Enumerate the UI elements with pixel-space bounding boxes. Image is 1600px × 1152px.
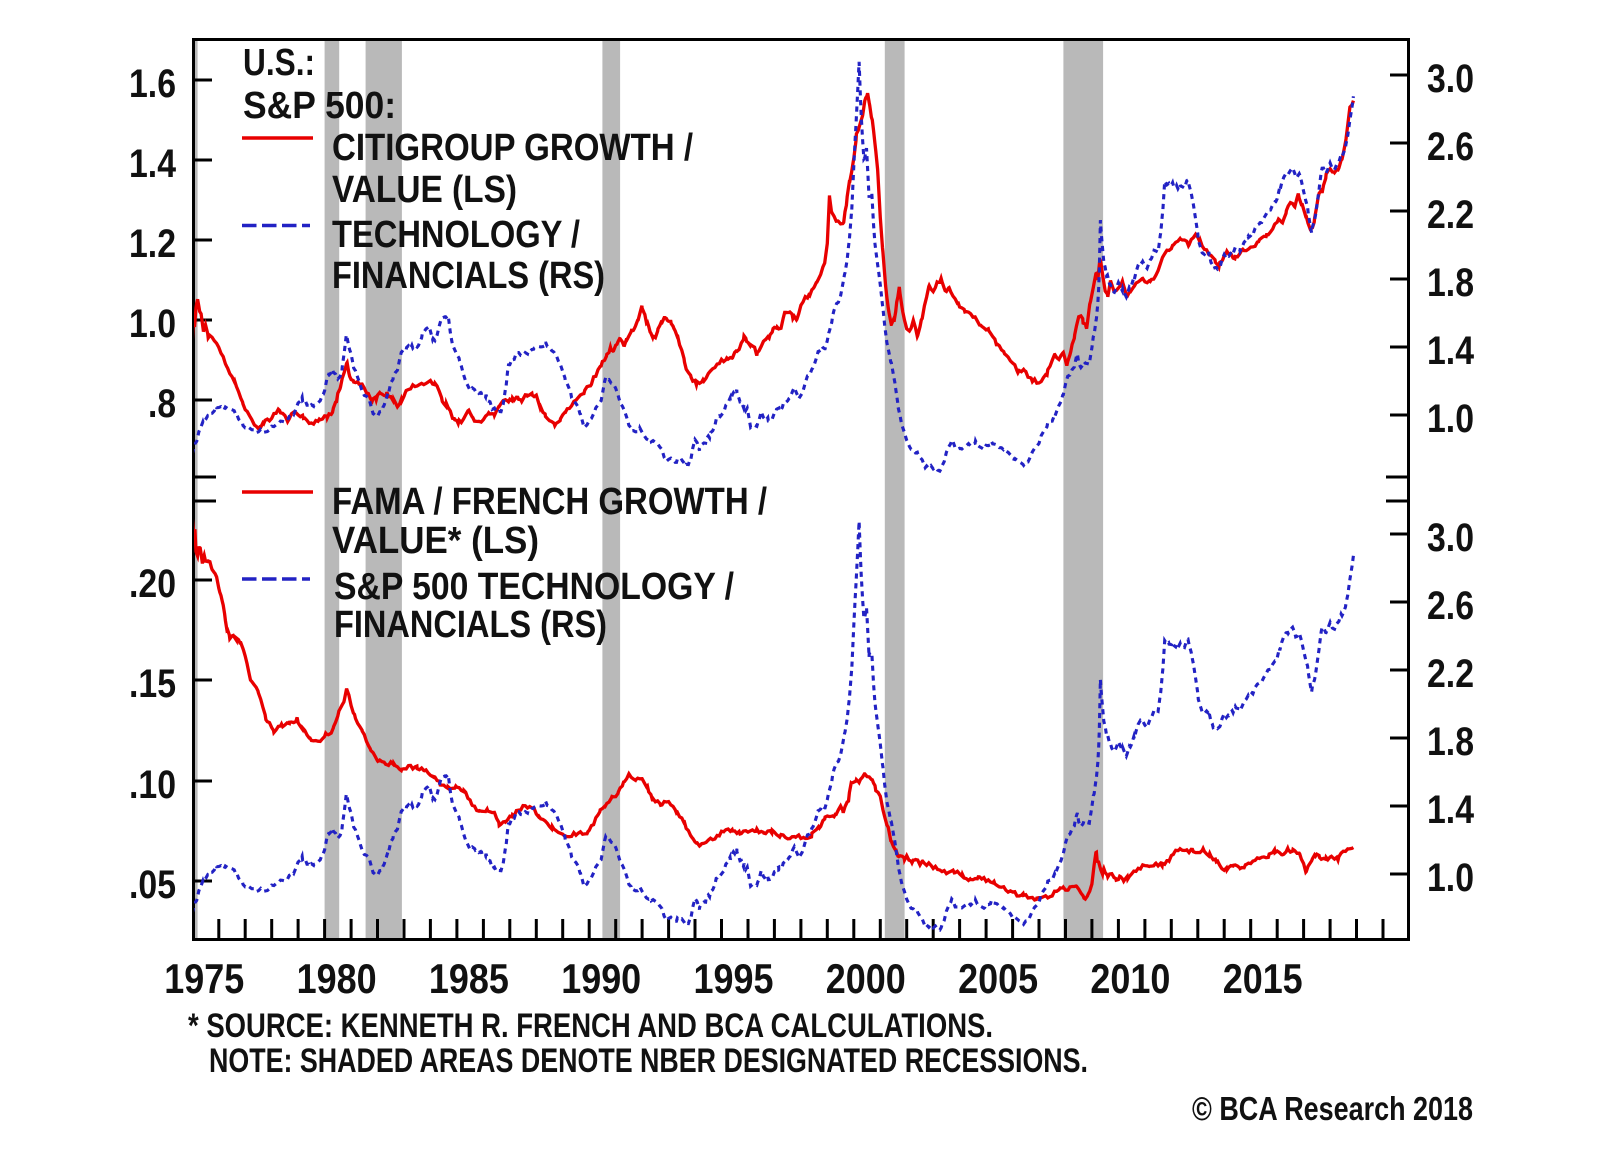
svg-text:2.2: 2.2 [1427, 652, 1474, 696]
svg-text:S&P 500 TECHNOLOGY /: S&P 500 TECHNOLOGY / [334, 566, 734, 608]
svg-text:1.2: 1.2 [129, 222, 176, 266]
svg-text:.20: .20 [129, 562, 176, 606]
svg-text:S&P 500:: S&P 500: [243, 85, 396, 127]
svg-text:1.8: 1.8 [1427, 261, 1474, 305]
svg-text:.10: .10 [129, 763, 176, 807]
svg-text:FAMA / FRENCH GROWTH /: FAMA / FRENCH GROWTH / [332, 481, 767, 523]
svg-text:1.4: 1.4 [1427, 329, 1475, 373]
svg-text:1.0: 1.0 [129, 302, 176, 346]
svg-text:FINANCIALS (RS): FINANCIALS (RS) [334, 604, 607, 646]
svg-text:TECHNOLOGY /: TECHNOLOGY / [332, 214, 580, 256]
svg-text:1.6: 1.6 [129, 62, 176, 106]
svg-text:1.4: 1.4 [129, 142, 177, 186]
svg-text:1.0: 1.0 [1427, 397, 1474, 441]
svg-text:FINANCIALS (RS): FINANCIALS (RS) [332, 255, 605, 297]
svg-text:U.S.:: U.S.: [243, 42, 315, 84]
svg-text:2015: 2015 [1223, 955, 1303, 1002]
svg-text:1995: 1995 [694, 955, 774, 1002]
svg-text:3.0: 3.0 [1427, 516, 1474, 560]
svg-text:1980: 1980 [297, 955, 377, 1002]
svg-text:VALUE* (LS): VALUE* (LS) [332, 520, 539, 562]
svg-text:3.0: 3.0 [1427, 57, 1474, 101]
svg-text:© BCA Research 2018: © BCA Research 2018 [1192, 1090, 1473, 1127]
svg-text:CITIGROUP GROWTH /: CITIGROUP GROWTH / [332, 127, 693, 169]
svg-text:.15: .15 [129, 662, 176, 706]
svg-text:1.4: 1.4 [1427, 788, 1475, 832]
svg-text:1975: 1975 [164, 955, 244, 1002]
svg-text:2005: 2005 [958, 955, 1038, 1002]
svg-text:* SOURCE: KENNETH R. FRENCH AN: * SOURCE: KENNETH R. FRENCH AND BCA CALC… [188, 1007, 993, 1045]
svg-text:VALUE (LS): VALUE (LS) [332, 169, 517, 211]
svg-text:NOTE: SHADED AREAS DENOTE NBER: NOTE: SHADED AREAS DENOTE NBER DESIGNATE… [209, 1042, 1088, 1080]
svg-text:2.6: 2.6 [1427, 125, 1474, 169]
svg-text:2000: 2000 [826, 955, 906, 1002]
svg-text:2.6: 2.6 [1427, 584, 1474, 628]
svg-text:1.8: 1.8 [1427, 720, 1474, 764]
svg-text:1.0: 1.0 [1427, 856, 1474, 900]
svg-text:.8: .8 [148, 382, 176, 426]
svg-text:1990: 1990 [561, 955, 641, 1002]
svg-text:1985: 1985 [429, 955, 509, 1002]
svg-text:2010: 2010 [1090, 955, 1170, 1002]
svg-text:2.2: 2.2 [1427, 193, 1474, 237]
svg-text:.05: .05 [129, 863, 176, 907]
